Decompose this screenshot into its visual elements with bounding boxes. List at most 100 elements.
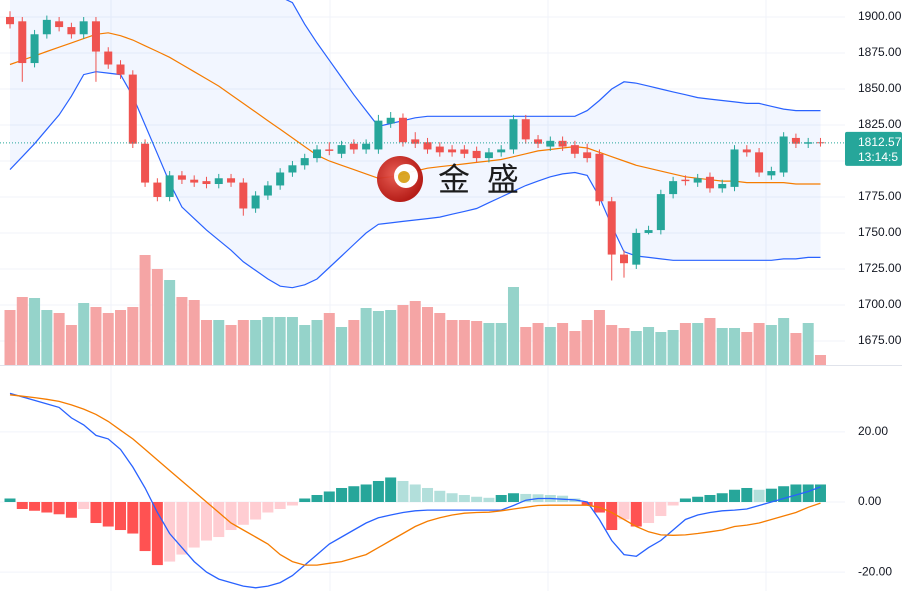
macd-histogram-bar xyxy=(336,487,348,503)
volume-bar xyxy=(643,327,655,365)
candle-body xyxy=(313,149,321,159)
volume-bar xyxy=(250,320,262,365)
y-tick-label: 1725.00 xyxy=(858,261,902,275)
candle-body xyxy=(546,140,555,147)
volume-bar xyxy=(753,323,765,365)
volume-bar xyxy=(372,311,384,365)
candle-body xyxy=(116,64,125,75)
volume-bar xyxy=(790,333,802,365)
candle-body xyxy=(300,158,309,166)
candle-body xyxy=(104,51,113,65)
macd-histogram-bar xyxy=(65,502,77,518)
macd-histogram-bar xyxy=(323,491,335,503)
candle-body xyxy=(755,152,764,173)
y-tick-label: -20.00 xyxy=(858,564,892,578)
candle-body xyxy=(448,149,457,153)
macd-histogram-bar xyxy=(753,489,765,503)
candle-body xyxy=(411,139,420,144)
volume-bar xyxy=(397,305,409,365)
macd-histogram-bar xyxy=(446,493,458,503)
macd-histogram-bar xyxy=(483,497,495,503)
candle-body xyxy=(374,120,383,150)
macd-histogram-bar xyxy=(237,502,249,525)
volume-bar xyxy=(127,307,139,365)
volume-bar xyxy=(471,321,483,365)
candle-body xyxy=(251,195,260,209)
macd-histogram-bar xyxy=(422,487,434,503)
macd-histogram-bar xyxy=(409,484,421,503)
volume-bar xyxy=(557,323,569,365)
volume-bar xyxy=(483,323,495,365)
macd-histogram-bar xyxy=(716,493,728,503)
candle-body xyxy=(202,181,211,185)
macd-histogram-bar xyxy=(385,477,397,503)
volume-bar xyxy=(274,317,286,365)
volume-bar xyxy=(765,325,777,365)
candle-body xyxy=(607,201,616,255)
macd-histogram-bar xyxy=(729,489,741,503)
candle-body xyxy=(239,182,248,209)
candle-body xyxy=(583,152,592,159)
macd-histogram-bar xyxy=(16,502,28,510)
y-tick-label: 1900.00 xyxy=(858,9,902,23)
volume-bar xyxy=(741,332,753,365)
candle-body xyxy=(460,149,469,154)
macd-histogram-bar xyxy=(434,490,446,503)
macd-histogram-bar xyxy=(41,502,53,513)
candle-body xyxy=(288,165,297,173)
volume-bar xyxy=(630,331,642,365)
volume-bar xyxy=(262,317,274,365)
macd-histogram-bar xyxy=(679,498,691,503)
macd-histogram-bar xyxy=(704,494,716,503)
candle-body xyxy=(693,178,702,183)
y-tick-label: 1875.00 xyxy=(858,45,902,59)
y-tick-label: 1775.00 xyxy=(858,189,902,203)
candle-body xyxy=(337,145,346,154)
candle-body xyxy=(18,21,27,64)
macd-histogram-bar xyxy=(4,498,16,503)
candle-body xyxy=(644,230,653,233)
macd-histogram-bar xyxy=(262,502,274,513)
candle-body xyxy=(484,152,493,159)
candle-body xyxy=(386,117,395,124)
candle-body xyxy=(816,142,825,144)
volume-bar xyxy=(360,308,372,365)
volume-bar xyxy=(581,320,593,365)
macd-histogram-bar xyxy=(655,502,667,517)
volume-bar xyxy=(139,255,151,365)
macd-histogram-bar xyxy=(90,502,102,524)
volume-bar xyxy=(532,323,544,365)
y-tick-label: 20.00 xyxy=(858,424,888,438)
candle-body xyxy=(779,136,788,173)
volume-bar xyxy=(237,320,249,365)
volume-bar xyxy=(409,301,421,365)
macd-histogram-bar xyxy=(778,486,790,503)
volume-bar xyxy=(164,280,176,365)
volume-bar xyxy=(422,307,434,365)
macd-histogram-bar xyxy=(495,494,507,503)
macd-histogram-bar xyxy=(200,502,212,541)
macd-histogram-bar xyxy=(115,502,127,531)
volume-bar xyxy=(176,297,188,365)
candle-body xyxy=(263,185,272,196)
volume-bar xyxy=(286,317,298,365)
y-tick-label: 0.00 xyxy=(858,494,882,508)
macd-histogram-bar xyxy=(667,502,679,506)
macd-histogram-bar xyxy=(151,502,163,566)
y-tick-label: 1750.00 xyxy=(858,225,902,239)
candle-body xyxy=(227,178,236,183)
macd-histogram-bar xyxy=(643,502,655,524)
y-tick-label: 1675.00 xyxy=(858,333,902,347)
candle-body xyxy=(325,149,334,151)
candle-body xyxy=(190,179,199,183)
candle-body xyxy=(656,194,665,231)
volume-bar xyxy=(16,297,28,365)
candle-body xyxy=(669,181,678,195)
macd-histogram-bar xyxy=(606,502,618,531)
volume-bar xyxy=(323,313,335,365)
volume-bar xyxy=(385,310,397,365)
macd-histogram-bar xyxy=(397,480,409,503)
macd-histogram-bar xyxy=(299,498,311,503)
